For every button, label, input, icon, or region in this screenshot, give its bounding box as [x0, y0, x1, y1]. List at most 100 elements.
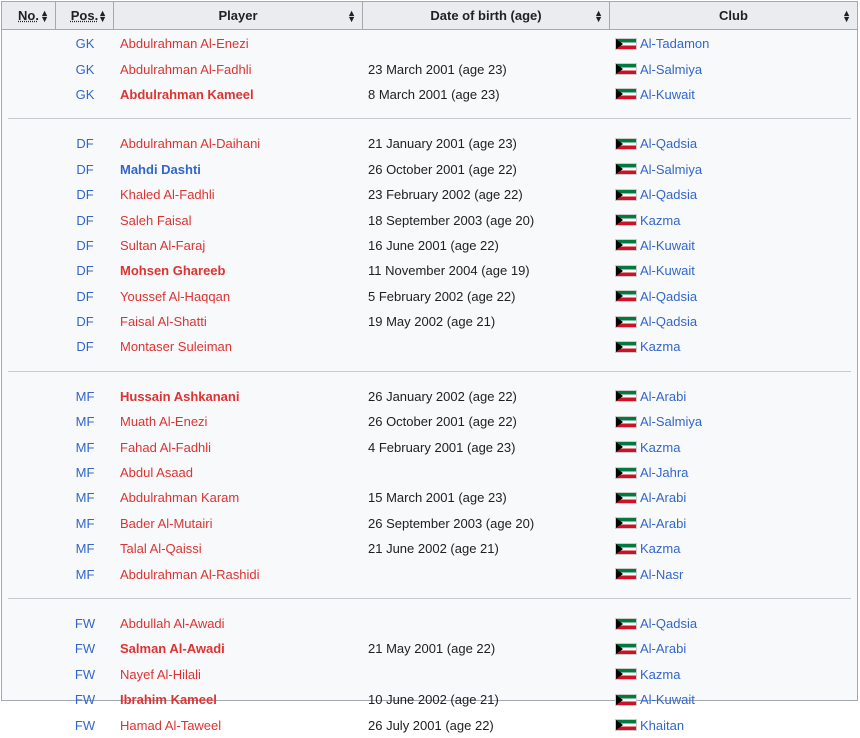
- club-link[interactable]: Al-Arabi: [640, 515, 687, 531]
- player-link[interactable]: Abdulrahman Karam: [120, 490, 240, 506]
- club-link[interactable]: Al-Qadsia: [640, 314, 698, 330]
- position-link[interactable]: GK: [75, 86, 95, 102]
- header-no[interactable]: No. ▲ ▼: [2, 2, 56, 29]
- position-link[interactable]: MF: [75, 515, 95, 531]
- kuwait-flag-icon: [615, 542, 637, 555]
- club-link[interactable]: Al-Jahra: [640, 465, 689, 481]
- position-link[interactable]: GK: [75, 36, 95, 52]
- club-link[interactable]: Al-Nasr: [640, 566, 684, 582]
- club-link[interactable]: Al-Kuwait: [640, 263, 695, 279]
- club-link[interactable]: Al-Qadsia: [640, 616, 698, 631]
- club-link[interactable]: Al-Tadamon: [640, 36, 710, 52]
- player-link[interactable]: Faisal Al-Shatti: [120, 314, 207, 330]
- position-link[interactable]: DF: [76, 263, 94, 279]
- position-link[interactable]: DF: [76, 136, 94, 152]
- date-of-birth: 26 January 2002 (age 22): [368, 388, 517, 404]
- player-link[interactable]: Mahdi Dashti: [120, 161, 201, 177]
- position-link[interactable]: DF: [76, 161, 94, 177]
- position-link[interactable]: FW: [74, 717, 96, 733]
- player-link[interactable]: Hussain Ashkanani: [120, 388, 240, 404]
- club-link[interactable]: Khaitan: [640, 717, 685, 733]
- player-link[interactable]: Abdulrahman Al-Rashidi: [120, 566, 260, 582]
- position-link[interactable]: DF: [76, 237, 94, 253]
- club-link[interactable]: Kazma: [640, 339, 681, 355]
- header-pos[interactable]: Pos. ▲ ▼: [56, 2, 114, 29]
- position-link[interactable]: DF: [76, 212, 94, 228]
- sort-icon[interactable]: ▲ ▼: [842, 8, 851, 24]
- player-link[interactable]: Fahad Al-Fadhli: [120, 439, 212, 455]
- player-link[interactable]: Ibrahim Kameel: [120, 692, 217, 708]
- header-club[interactable]: Club ▲ ▼: [610, 2, 857, 29]
- position-link[interactable]: MF: [75, 490, 95, 506]
- position-link[interactable]: MF: [75, 566, 95, 582]
- player-link[interactable]: Hamad Al-Taweel: [120, 717, 222, 733]
- club-link[interactable]: Kazma: [640, 439, 681, 455]
- player-link[interactable]: Abdulrahman Al-Enezi: [120, 36, 249, 52]
- player-link[interactable]: Abdulrahman Kameel: [120, 86, 254, 102]
- club-link[interactable]: Al-Arabi: [640, 490, 687, 506]
- player-link[interactable]: Nayef Al-Hilali: [120, 666, 201, 682]
- player-link[interactable]: Youssef Al-Haqqan: [120, 288, 231, 304]
- position-link[interactable]: DF: [76, 339, 94, 355]
- player-link[interactable]: Saleh Faisal: [120, 212, 192, 228]
- date-of-birth: 21 January 2001 (age 23): [368, 136, 517, 152]
- position-link[interactable]: DF: [76, 288, 94, 304]
- position-link[interactable]: GK: [75, 61, 95, 77]
- kuwait-flag-icon: [615, 415, 637, 428]
- club-link[interactable]: Al-Salmiya: [640, 161, 703, 177]
- player-link[interactable]: Abdul Asaad: [120, 465, 194, 481]
- kuwait-flag-icon: [615, 137, 637, 150]
- position-link[interactable]: FW: [74, 616, 96, 631]
- kuwait-flag-icon: [615, 188, 637, 201]
- kuwait-flag-icon: [615, 163, 637, 176]
- date-of-birth: 4 February 2001 (age 23): [368, 439, 516, 455]
- header-dob[interactable]: Date of birth (age) ▲ ▼: [363, 2, 610, 29]
- player-link[interactable]: Abdulrahman Al-Daihani: [120, 136, 261, 152]
- table-row: DF Saleh Faisal 18 September 2003 (age 2…: [2, 207, 857, 232]
- club-link[interactable]: Kazma: [640, 666, 681, 682]
- table-row: GK Abdulrahman Al-Fadhli 23 March 2001 (…: [2, 56, 857, 81]
- position-link[interactable]: FW: [74, 666, 96, 682]
- club-link[interactable]: Al-Qadsia: [640, 288, 698, 304]
- table-row: DF Mahdi Dashti 26 October 2001 (age 22)…: [2, 157, 857, 182]
- position-link[interactable]: DF: [76, 187, 94, 203]
- player-link[interactable]: Salman Al-Awadi: [120, 641, 225, 657]
- header-player[interactable]: Player ▲ ▼: [114, 2, 363, 29]
- group-divider: [8, 118, 851, 120]
- player-link[interactable]: Abdulrahman Al-Fadhli: [120, 61, 252, 77]
- club-link[interactable]: Kazma: [640, 541, 681, 557]
- club-link[interactable]: Al-Kuwait: [640, 692, 695, 708]
- position-link[interactable]: MF: [75, 465, 95, 481]
- player-link[interactable]: Montaser Suleiman: [120, 339, 232, 355]
- player-link[interactable]: Muath Al-Enezi: [120, 414, 208, 430]
- sort-icon[interactable]: ▲ ▼: [98, 8, 107, 24]
- sort-icon[interactable]: ▲ ▼: [40, 8, 49, 24]
- player-link[interactable]: Bader Al-Mutairi: [120, 515, 213, 531]
- player-link[interactable]: Abdullah Al-Awadi: [120, 616, 225, 631]
- position-link[interactable]: FW: [74, 641, 96, 657]
- club-cell: Kazma: [610, 213, 857, 228]
- position-link[interactable]: DF: [76, 314, 94, 330]
- club-link[interactable]: Al-Qadsia: [640, 187, 698, 203]
- position-link[interactable]: MF: [75, 388, 95, 404]
- club-link[interactable]: Kazma: [640, 212, 681, 228]
- club-link[interactable]: Al-Kuwait: [640, 237, 695, 253]
- player-link[interactable]: Mohsen Ghareeb: [120, 263, 226, 279]
- player-link[interactable]: Khaled Al-Fadhli: [120, 187, 215, 203]
- club-link[interactable]: Al-Arabi: [640, 388, 687, 404]
- club-link[interactable]: Al-Kuwait: [640, 86, 695, 102]
- position-link[interactable]: MF: [75, 541, 95, 557]
- club-link[interactable]: Al-Qadsia: [640, 136, 698, 152]
- club-link[interactable]: Al-Salmiya: [640, 61, 703, 77]
- sort-icon[interactable]: ▲ ▼: [594, 8, 603, 24]
- position-link[interactable]: MF: [75, 439, 95, 455]
- player-link[interactable]: Talal Al-Qaissi: [120, 541, 202, 557]
- club-link[interactable]: Al-Arabi: [640, 641, 687, 657]
- player-link[interactable]: Sultan Al-Faraj: [120, 237, 206, 253]
- club-link[interactable]: Al-Salmiya: [640, 414, 703, 430]
- position-link[interactable]: MF: [75, 414, 95, 430]
- position-link[interactable]: FW: [74, 692, 96, 708]
- table-row: GK Abdulrahman Al-Enezi Al-Tadamon: [2, 31, 857, 56]
- sort-icon[interactable]: ▲ ▼: [347, 8, 356, 24]
- kuwait-flag-icon: [615, 340, 637, 353]
